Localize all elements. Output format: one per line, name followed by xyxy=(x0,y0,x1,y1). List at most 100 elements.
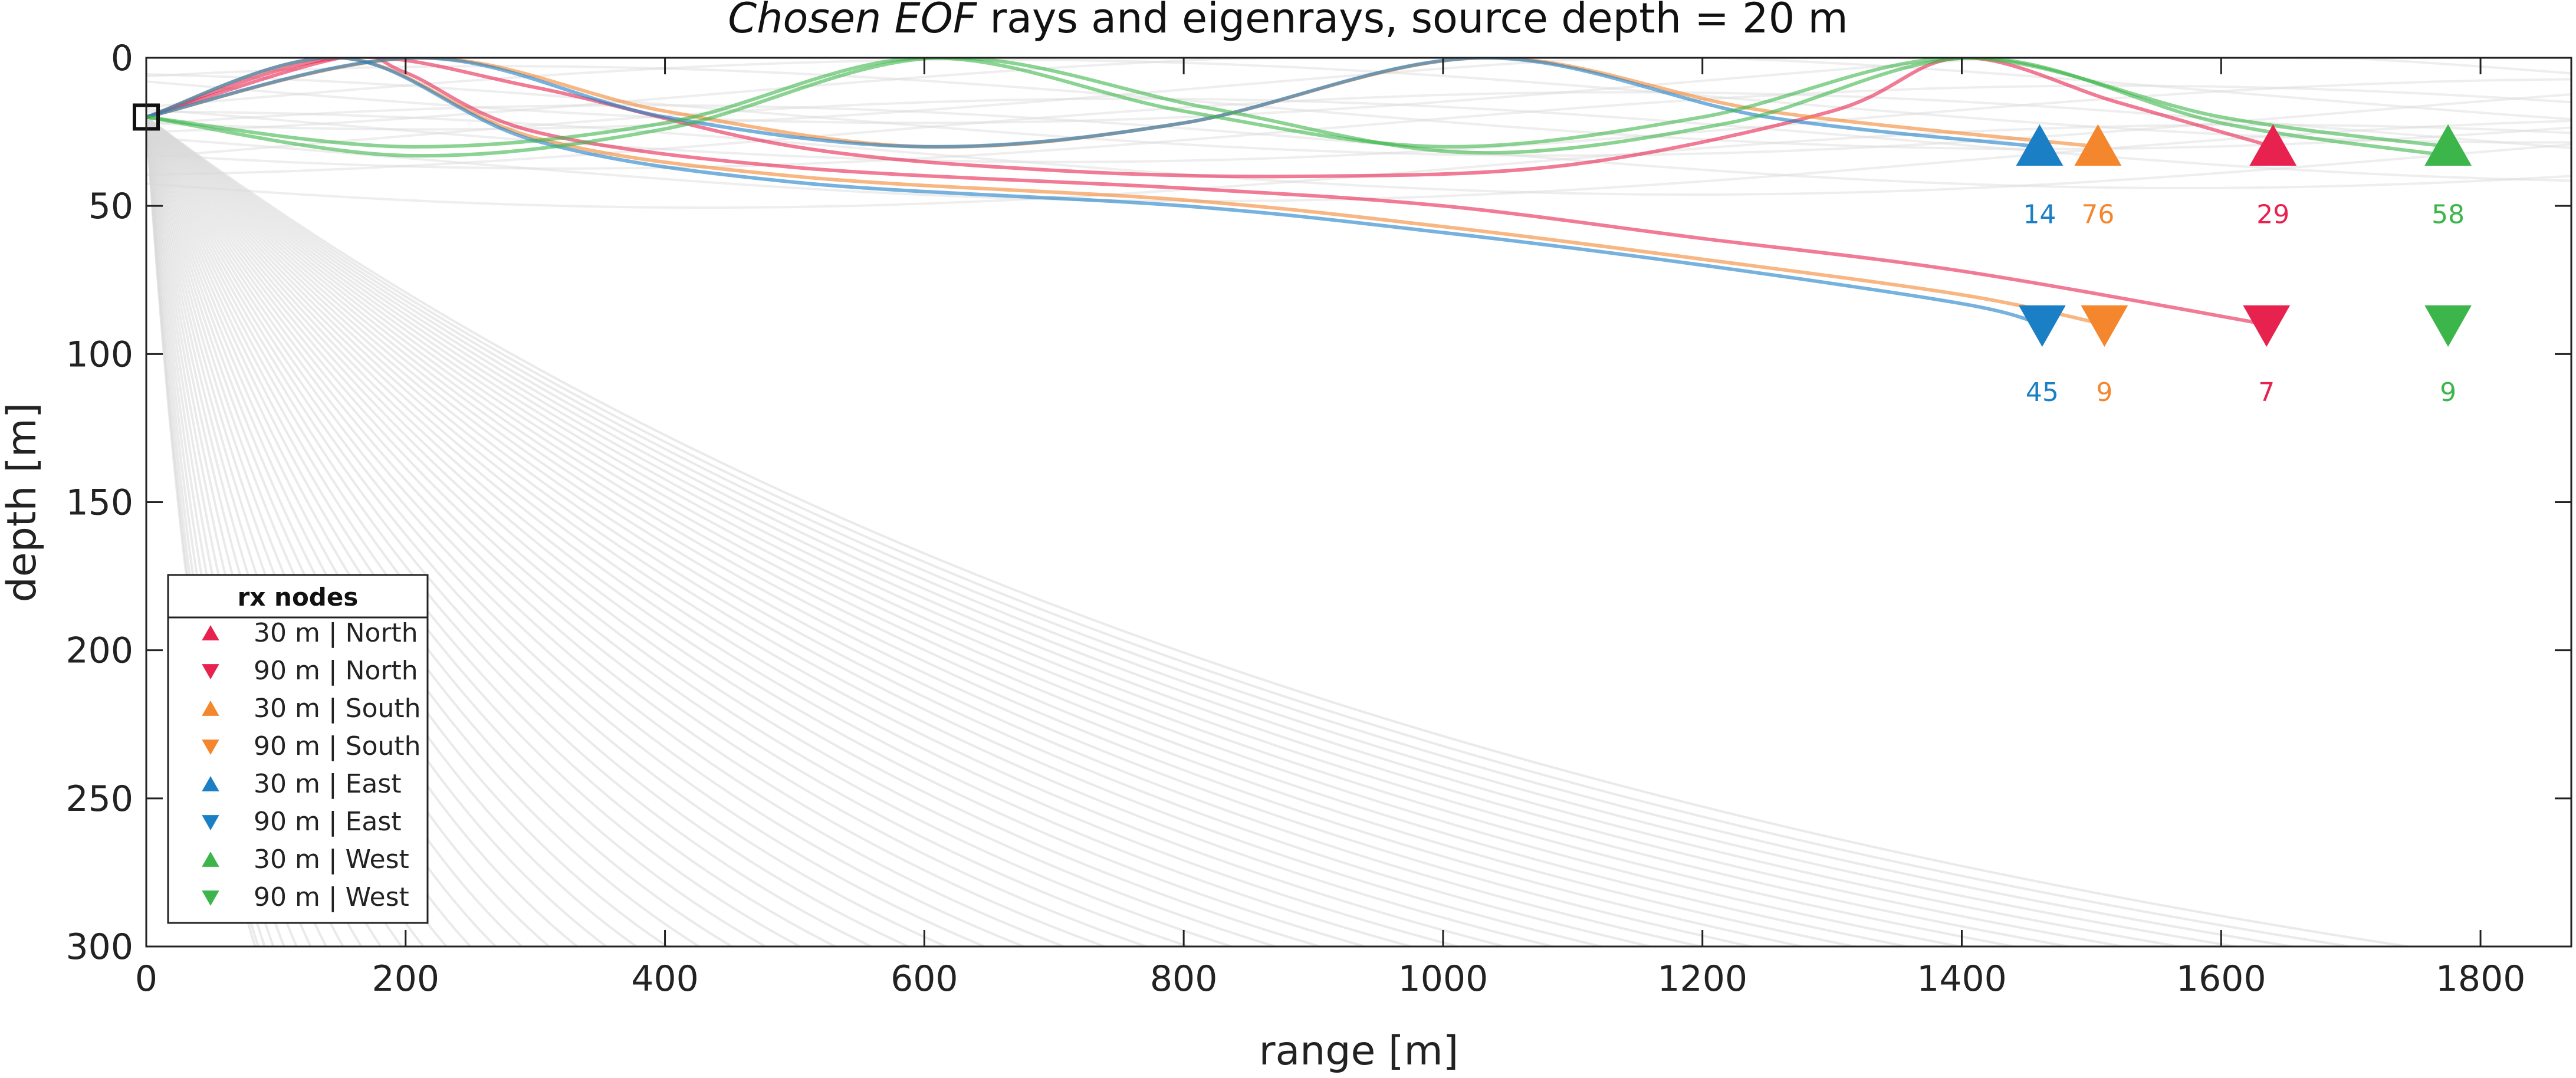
y-axis-ticks: 0 50 100 150 200 250 300 xyxy=(65,38,2571,968)
background-ray xyxy=(146,116,1510,946)
legend-label-90-m-north: 90 m | North xyxy=(254,656,418,686)
background-ray xyxy=(146,116,2300,946)
eigenray-count-90-m-east: 45 xyxy=(2026,377,2059,407)
eigenray-count-30-m-north: 29 xyxy=(2256,200,2289,230)
legend-label-90-m-west: 90 m | West xyxy=(254,882,409,912)
background-ray xyxy=(146,116,1151,946)
background-ray xyxy=(146,116,1370,946)
legend-title: rx nodes xyxy=(238,583,359,612)
eigenray-90-m-east xyxy=(146,58,2044,327)
background-ray xyxy=(146,116,2131,946)
x-tick-label: 800 xyxy=(1150,958,1218,1000)
x-tick-label: 1000 xyxy=(1398,958,1489,1000)
background-ray xyxy=(146,116,875,946)
background-ray xyxy=(146,65,2571,150)
legend-label-30-m-west: 30 m | West xyxy=(254,844,409,875)
background-ray xyxy=(146,58,2571,124)
legend-label-30-m-north: 30 m | North xyxy=(254,618,418,648)
y-axis-label: depth [m] xyxy=(0,403,45,603)
chart-title: Chosen EOF rays and eigenrays, source de… xyxy=(728,0,1848,42)
legend-label-30-m-east: 30 m | East xyxy=(254,769,402,799)
background-ray xyxy=(146,116,803,946)
background-ray xyxy=(146,116,1656,946)
y-tick-label: 250 xyxy=(65,778,133,820)
x-tick-label: 1800 xyxy=(2436,958,2526,1000)
x-tick-label: 1400 xyxy=(1917,958,2007,1000)
y-tick-label: 100 xyxy=(65,334,133,375)
background-ray xyxy=(146,84,2571,170)
background-ray xyxy=(146,58,2571,131)
eigenray-count-labels: 29 7 76 9 14 45 58 9 xyxy=(2023,200,2465,407)
background-ray xyxy=(146,116,2416,946)
eigenray-count-90-m-west: 9 xyxy=(2440,377,2456,407)
chart-title-rest: rays and eigenrays, source depth = 20 m xyxy=(977,0,1848,42)
background-ray xyxy=(146,116,949,946)
background-ray xyxy=(146,73,2571,157)
y-tick-label: 200 xyxy=(65,630,133,672)
receiver-marker-90-m-south xyxy=(2081,305,2128,347)
legend-marker-90-m-north xyxy=(202,664,219,679)
eigenray-count-30-m-south: 76 xyxy=(2081,200,2114,230)
legend-label-90-m-south: 90 m | South xyxy=(254,731,421,761)
legend-marker-30-m-south xyxy=(202,701,219,716)
legend-marker-30-m-east xyxy=(202,776,219,791)
x-tick-label: 600 xyxy=(891,958,958,1000)
background-ray xyxy=(146,116,768,946)
background-ray xyxy=(146,116,1027,946)
receiver-marker-90-m-north xyxy=(2243,305,2291,347)
background-ray xyxy=(146,116,988,946)
background-ray xyxy=(146,116,2020,946)
x-axis-label: range [m] xyxy=(1259,1028,1459,1074)
background-ray xyxy=(146,116,1558,946)
x-axis-ticks: 0 200 400 600 800 1000 1200 1400 1600 1800 xyxy=(135,58,2526,1000)
background-ray xyxy=(146,116,1607,946)
legend-marker-90-m-south xyxy=(202,740,219,755)
background-ray xyxy=(146,116,2243,946)
background-ray xyxy=(146,58,2571,144)
receiver-marker-30-m-east xyxy=(2016,124,2064,166)
background-ray xyxy=(146,116,1861,946)
y-tick-label: 0 xyxy=(111,38,133,79)
y-tick-label: 300 xyxy=(65,926,133,968)
legend-marker-90-m-west xyxy=(202,890,219,906)
background-ray xyxy=(146,116,1913,946)
background-ray xyxy=(146,97,2571,182)
background-ray xyxy=(146,116,1967,946)
background-ray xyxy=(146,116,1236,946)
x-tick-label: 1200 xyxy=(1657,958,1747,1000)
background-ray xyxy=(146,116,2075,946)
eigenray-30-m-east xyxy=(146,58,2042,149)
background-ray xyxy=(146,116,1809,946)
eigenray-90-m-west xyxy=(146,58,2450,158)
eigenray-count-90-m-north: 7 xyxy=(2258,377,2275,407)
eigenray-count-30-m-east: 14 xyxy=(2023,200,2056,230)
eigenray-count-90-m-south: 9 xyxy=(2096,377,2112,407)
x-tick-label: 200 xyxy=(372,958,440,1000)
background-ray xyxy=(146,116,1416,946)
x-tick-label: 0 xyxy=(135,958,157,1000)
y-tick-label: 150 xyxy=(65,482,133,524)
receiver-marker-30-m-north xyxy=(2249,124,2297,166)
receiver-markers xyxy=(2016,124,2472,347)
legend-label-30-m-south: 30 m | South xyxy=(254,694,421,724)
eigenray-90-m-north xyxy=(146,58,2269,327)
background-ray xyxy=(146,116,838,946)
y-tick-label: 50 xyxy=(88,186,133,227)
receiver-marker-90-m-west xyxy=(2424,305,2472,347)
legend-label-90-m-east: 90 m | East xyxy=(254,807,402,837)
receiver-marker-30-m-west xyxy=(2424,124,2472,166)
background-ray xyxy=(146,116,1706,946)
legend-marker-30-m-west xyxy=(202,852,219,867)
background-ray xyxy=(146,116,1067,946)
background-ray xyxy=(146,116,1109,946)
legend-entries: 30 m | North 90 m | North 30 m | South 90 m… xyxy=(202,618,421,912)
legend-marker-90-m-east xyxy=(202,815,219,830)
background-ray xyxy=(146,116,2358,946)
receiver-marker-30-m-south xyxy=(2074,124,2122,166)
eigenray-count-30-m-west: 58 xyxy=(2432,200,2465,230)
background-ray xyxy=(146,116,1757,946)
x-tick-label: 400 xyxy=(631,958,699,1000)
background-ray xyxy=(146,110,2571,196)
